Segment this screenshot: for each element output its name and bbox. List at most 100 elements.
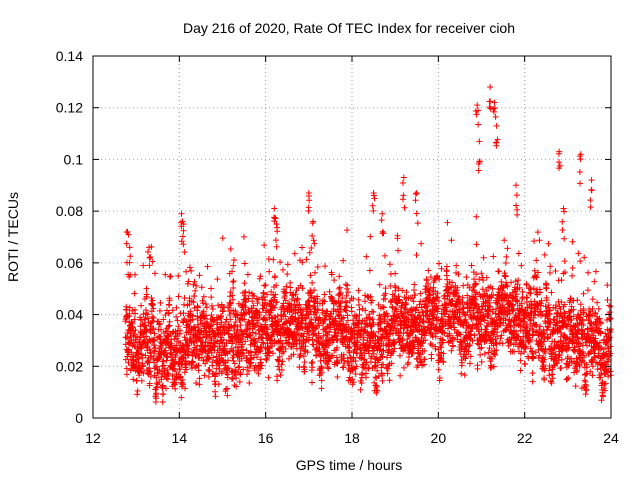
data-point <box>542 303 549 310</box>
data-point <box>158 326 165 333</box>
data-point <box>423 277 430 284</box>
data-point <box>318 385 325 392</box>
data-point <box>284 271 291 278</box>
data-point <box>241 260 248 267</box>
data-point <box>461 371 468 378</box>
data-point <box>577 180 584 187</box>
data-point <box>319 297 326 304</box>
data-point <box>215 381 222 388</box>
data-point <box>594 366 601 373</box>
data-point <box>153 363 160 370</box>
data-point <box>153 374 160 381</box>
data-point <box>410 298 417 305</box>
data-point <box>397 372 404 379</box>
data-point <box>386 261 393 268</box>
data-point <box>129 353 136 360</box>
data-point <box>478 344 485 351</box>
data-point <box>604 297 611 304</box>
data-point <box>363 253 370 260</box>
data-point <box>150 325 157 332</box>
data-point <box>352 371 359 377</box>
data-point <box>308 245 315 252</box>
data-point <box>598 397 605 404</box>
data-point <box>321 291 328 298</box>
data-point <box>491 99 498 106</box>
data-point <box>196 381 203 388</box>
data-point <box>600 393 607 400</box>
data-point <box>545 240 552 247</box>
y-tick-label: 0.02 <box>56 358 83 374</box>
data-point <box>230 278 237 285</box>
data-point <box>515 250 522 257</box>
data-point <box>312 269 319 276</box>
data-point <box>163 375 170 382</box>
data-point <box>577 258 584 265</box>
data-point <box>336 284 343 291</box>
data-point <box>396 352 403 359</box>
y-tick-label: 0.1 <box>64 151 84 167</box>
data-point <box>366 267 373 274</box>
data-point <box>204 319 211 326</box>
data-point <box>529 378 536 385</box>
data-point <box>395 247 402 254</box>
data-point <box>381 252 388 259</box>
data-point <box>227 245 234 252</box>
data-point <box>495 268 502 275</box>
data-point <box>193 380 200 387</box>
data-point <box>156 367 163 374</box>
data-point <box>508 279 515 286</box>
data-point <box>204 263 211 270</box>
data-point <box>192 364 199 371</box>
data-point <box>435 366 442 373</box>
data-point <box>587 197 594 204</box>
data-point <box>355 287 362 294</box>
data-point <box>473 241 480 248</box>
data-point <box>552 268 559 275</box>
data-point <box>138 351 145 358</box>
data-point <box>533 257 540 264</box>
data-point <box>388 298 395 305</box>
data-point <box>417 290 424 297</box>
data-point <box>128 349 135 356</box>
data-point <box>171 336 178 343</box>
data-point <box>224 374 231 381</box>
data-point <box>143 285 150 292</box>
data-point <box>211 332 218 339</box>
data-point <box>301 359 308 366</box>
data-point <box>400 174 407 181</box>
data-point <box>236 363 243 370</box>
data-point <box>428 355 435 362</box>
data-point <box>200 293 207 300</box>
data-point <box>569 272 576 279</box>
data-point <box>165 323 172 330</box>
data-point <box>175 293 182 300</box>
data-point <box>453 262 460 269</box>
data-point <box>175 323 182 330</box>
data-point <box>296 354 303 361</box>
data-point <box>529 370 536 377</box>
data-point <box>518 262 525 269</box>
data-point <box>534 229 541 236</box>
data-point <box>274 228 281 235</box>
x-tick-label: 16 <box>258 430 274 446</box>
data-point <box>481 350 488 357</box>
data-point <box>513 182 520 189</box>
data-point <box>222 319 229 326</box>
data-point <box>572 383 579 390</box>
data-point <box>480 254 487 261</box>
data-point <box>392 284 399 291</box>
data-point <box>140 262 147 269</box>
data-point <box>164 366 171 373</box>
data-point <box>517 357 524 364</box>
data-point <box>182 385 189 392</box>
data-point <box>131 363 138 370</box>
data-point <box>378 217 385 224</box>
data-point <box>195 367 202 374</box>
data-point <box>190 281 197 288</box>
data-point <box>325 365 332 372</box>
data-point <box>548 289 555 296</box>
data-point <box>564 376 571 383</box>
data-point <box>176 374 183 381</box>
data-point <box>314 264 321 271</box>
data-point <box>275 357 282 364</box>
